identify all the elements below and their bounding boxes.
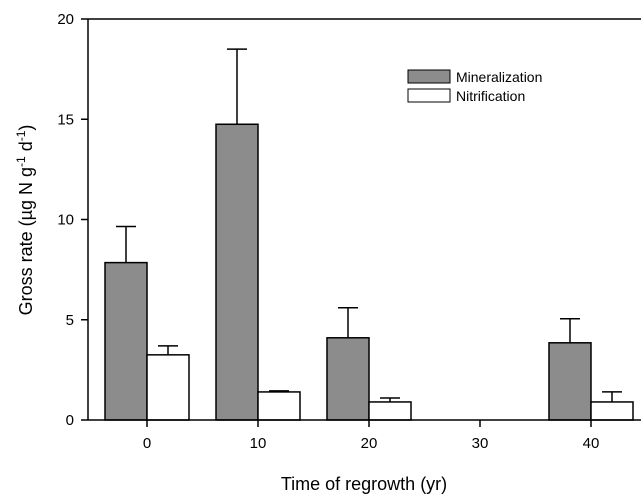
y-axis-title: Gross rate (µg N g-1 d-1) bbox=[14, 125, 36, 316]
y-tick-label-0: 0 bbox=[66, 412, 74, 429]
x-tick-label-10: 10 bbox=[250, 435, 267, 452]
legend-label-mineralization: Mineralization bbox=[456, 69, 542, 85]
bar-nitrification-10 bbox=[257, 391, 301, 421]
y-tick-label-20: 20 bbox=[57, 11, 74, 28]
legend-swatch-nitrification bbox=[407, 88, 451, 103]
x-ticks: 0 10 20 30 40 bbox=[143, 420, 600, 452]
error-bars-layer bbox=[116, 48, 622, 402]
bar-mineralization-0 bbox=[104, 261, 148, 421]
y-tick-label-10: 10 bbox=[57, 212, 74, 229]
y-axis-title-sup1: -1 bbox=[14, 156, 28, 167]
bar-nitrification-0 bbox=[146, 354, 190, 421]
y-tick-label-15: 15 bbox=[57, 111, 74, 128]
y-tick-label-5: 5 bbox=[66, 312, 74, 329]
bars-layer bbox=[104, 123, 634, 421]
x-axis-title: Time of regrowth (yr) bbox=[281, 474, 447, 494]
y-axis-title-base: Gross rate (µg N g bbox=[16, 167, 36, 315]
y-axis-title-mid: d bbox=[16, 141, 36, 156]
bar-mineralization-40 bbox=[548, 342, 592, 421]
x-tick-label-0: 0 bbox=[143, 435, 151, 452]
plot-area: 0 5 10 15 20 0 10 20 30 40 bbox=[57, 11, 641, 452]
x-tick-label-20: 20 bbox=[361, 435, 378, 452]
legend-label-nitrification: Nitrification bbox=[456, 88, 525, 104]
y-axis-title-sup2: -1 bbox=[14, 130, 28, 141]
legend-swatch-mineralization bbox=[407, 69, 451, 84]
legend: Mineralization Nitrification bbox=[407, 69, 542, 104]
bar-nitrification-40 bbox=[590, 401, 634, 421]
bar-mineralization-20 bbox=[326, 337, 370, 421]
y-axis-title-end: ) bbox=[16, 125, 36, 131]
bar-nitrification-20 bbox=[368, 401, 412, 421]
bar-mineralization-10 bbox=[215, 123, 259, 421]
x-tick-label-30: 30 bbox=[472, 435, 489, 452]
x-tick-label-40: 40 bbox=[583, 435, 600, 452]
y-ticks: 0 5 10 15 20 bbox=[57, 11, 88, 429]
